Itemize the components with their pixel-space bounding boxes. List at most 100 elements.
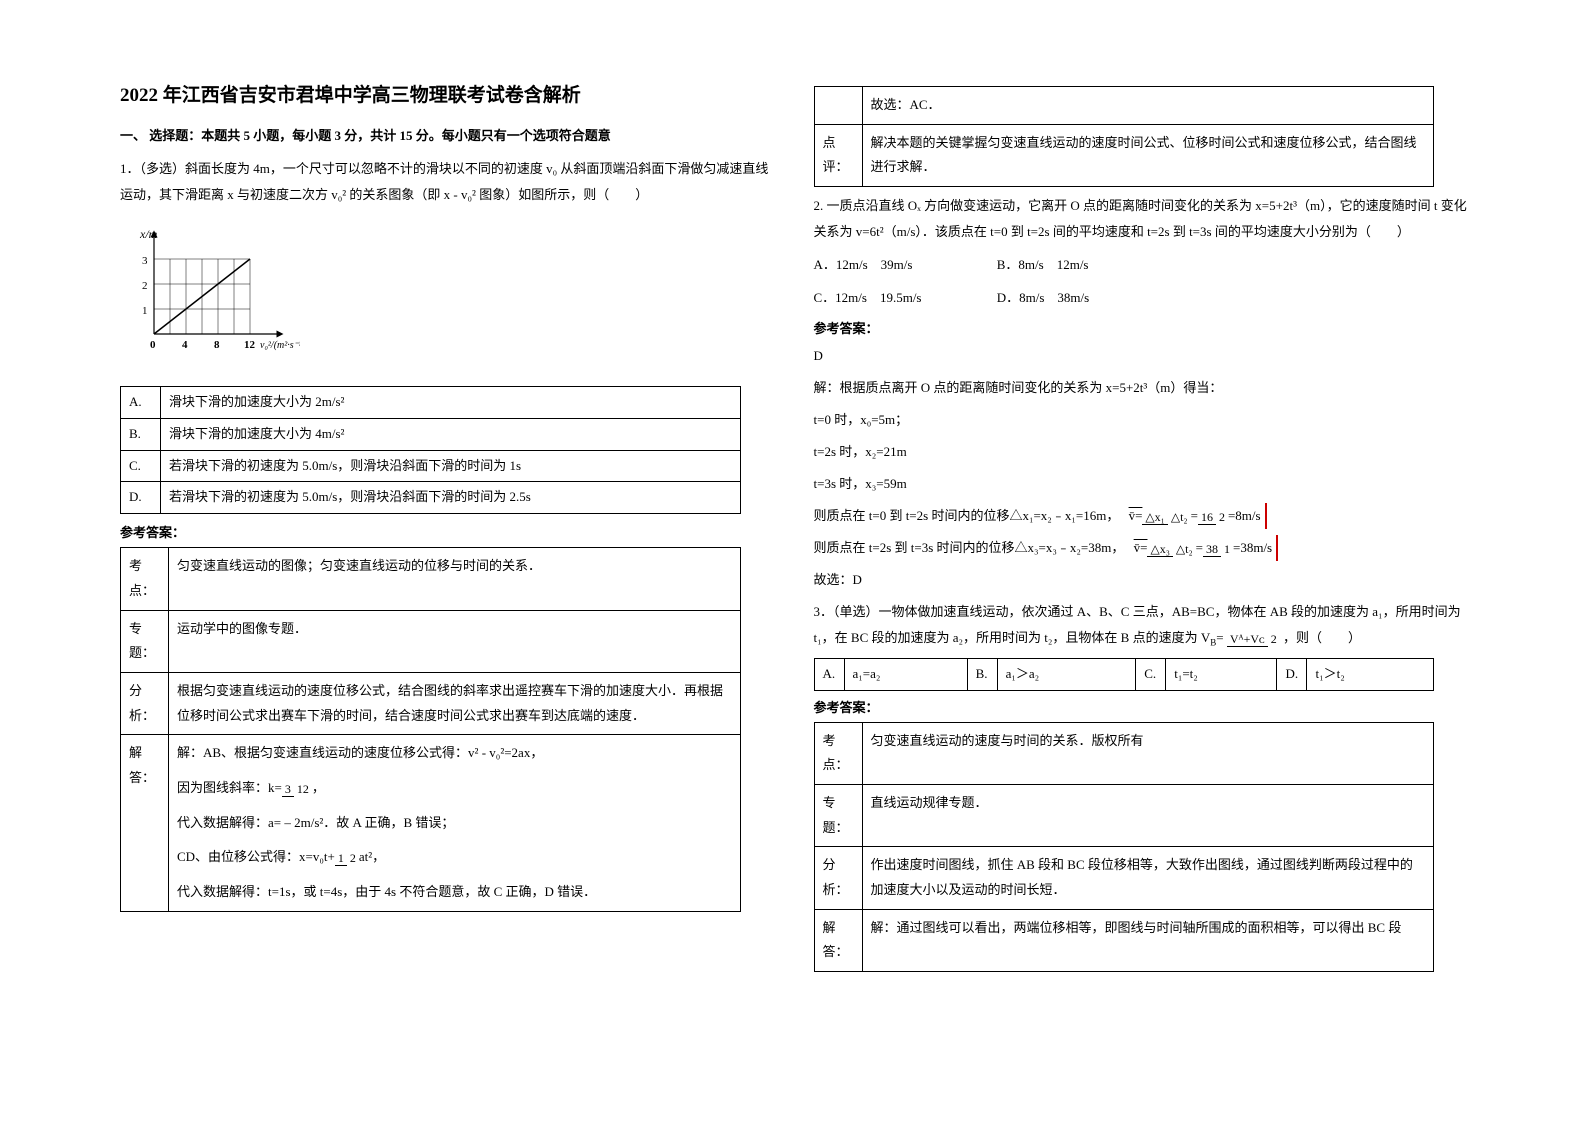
jieda-cell: 解：AB、根据匀变速直线运动的速度位移公式得：v² - v₀²=2ax， 因为图… [169, 735, 741, 911]
jieda-label: 解答： [814, 909, 862, 971]
svg-text:3: 3 [142, 255, 148, 267]
fraction: 381 [1203, 537, 1233, 561]
q2-answer: D [814, 343, 1468, 369]
zhuanti-text: 直线运动规律专题． [862, 785, 1434, 847]
fraction: 12 [335, 847, 359, 870]
fraction: △x₁△t₂ [1142, 505, 1190, 529]
opt-label: A. [814, 658, 844, 690]
frac-num: Vᴬ+Vᴄ [1227, 632, 1268, 647]
kaodian-text: 匀变速直线运动的速度与时间的关系．版权所有 [862, 722, 1434, 784]
opt-label: B. [967, 658, 997, 690]
svg-text:x/m: x/m [139, 227, 158, 241]
left-column: 2022 年江西省吉安市君埠中学高三物理联考试卷含解析 一、 选择题：本题共 5… [100, 80, 794, 1082]
fraction: 162 [1198, 505, 1228, 529]
jieda-text: CD、由位移公式得：x=v₀t+ [177, 849, 335, 864]
jieda-text: 因为图线斜率：k= [177, 780, 282, 795]
option-label: B. [121, 418, 161, 450]
svg-text:4: 4 [182, 339, 188, 351]
frac-den: 1 [1221, 542, 1233, 556]
fenxi-label: 分析： [814, 847, 862, 909]
fenxi-label: 分析： [121, 672, 169, 734]
svg-text:2: 2 [142, 280, 148, 292]
jieda-line: 代入数据解得：a= – 2m/s²．故 A 正确，B 错误； [177, 811, 732, 836]
opt-text: a₁＞a₂ [997, 658, 1136, 690]
option-text: 若滑块下滑的初速度为 5.0m/s，则滑块沿斜面下滑的时间为 1s [161, 450, 741, 482]
frac-num: △x₃ [1147, 542, 1172, 557]
svg-text:0: 0 [150, 339, 156, 351]
answer-header: 参考答案： [120, 522, 774, 541]
eq: = [1191, 508, 1198, 523]
frac-den: 12 [294, 782, 312, 796]
option-row: A. 滑块下滑的加速度大小为 2m/s² [121, 387, 741, 419]
opt-label: C. [1136, 658, 1166, 690]
q1-stem: 1．（多选）斜面长度为 4m，一个尺寸可以忽略不计的滑块以不同的初速度 v₀ 从… [120, 156, 774, 208]
formula-box: v̄=△x₃△t₂=381=38m/s [1134, 535, 1278, 561]
option-label: C. [121, 450, 161, 482]
q2-opt-c: C．12m/s 19.5m/s [814, 284, 994, 313]
fenxi-text: 作出速度时间图线，抓住 AB 段和 BC 段位移相等，大致作出图线，通过图线判断… [862, 847, 1434, 909]
zhuanti-text: 运动学中的图像专题． [169, 610, 741, 672]
q2-answer-header: 参考答案： [814, 318, 1468, 337]
q3-answer-header: 参考答案： [814, 697, 1468, 716]
option-row: D. 若滑块下滑的初速度为 5.0m/s，则滑块沿斜面下滑的时间为 2.5s [121, 482, 741, 514]
jieda-line: CD、由位移公式得：x=v₀t+12at²， [177, 845, 732, 870]
q2-stem: 2. 一质点沿直线 Oₓ 方向做变速运动，它离开 O 点的距离随时间变化的关系为… [814, 193, 1468, 245]
frac-den: △t₂ [1168, 510, 1191, 524]
zhuanti-label: 专题： [121, 610, 169, 672]
q1-chart: x/m 3 2 1 0 4 8 12 v₀²/(m²·s⁻²) [130, 224, 300, 364]
frac-num: 38 [1203, 542, 1221, 557]
dianping-text: 解决本题的关键掌握匀变速直线运动的速度时间公式、位移时间公式和速度位移公式，结合… [862, 124, 1434, 186]
q2-sol-line: t=2s 时，x₂=21m [814, 439, 1468, 465]
q1-analysis-table: 考点： 匀变速直线运动的图像；匀变速直线运动的位移与时间的关系． 专题： 运动学… [120, 547, 741, 912]
option-text: 滑块下滑的加速度大小为 4m/s² [161, 418, 741, 450]
svg-text:12: 12 [244, 339, 256, 351]
q2-guxuan: 故选：D [814, 567, 1468, 593]
q2-sol-line: 解：根据质点离开 O 点的距离随时间变化的关系为 x=5+2t³（m）得当： [814, 375, 1468, 401]
eq: = [1196, 540, 1203, 555]
fraction: Vᴬ+Vᴄ2 [1227, 627, 1280, 651]
q2-opt-b: B．8m/s 12m/s [997, 257, 1089, 272]
q3-options-table: A. a₁=a₂ B. a₁＞a₂ C. t₁=t₂ D. t₁＞t₂ [814, 658, 1435, 691]
opt-text: t₁=t₂ [1166, 658, 1277, 690]
q2-text: 则质点在 t=2s 到 t=3s 时间内的位移△x₃=x₃﹣x₂=38m， [814, 540, 1125, 555]
q1-options-table: A. 滑块下滑的加速度大小为 2m/s² B. 滑块下滑的加速度大小为 4m/s… [120, 386, 741, 514]
guxuan-text: 故选：AC． [862, 87, 1434, 125]
frac-den: 2 [1216, 510, 1228, 524]
jieda-line: 代入数据解得：t=1s，或 t=4s，由于 4s 不符合题意，故 C 正确，D … [177, 880, 732, 905]
frac-num: 16 [1198, 510, 1216, 525]
frac-num: 3 [282, 782, 294, 797]
svg-text:1: 1 [142, 305, 148, 317]
jieda-line: 因为图线斜率：k=312， [177, 776, 732, 801]
kaodian-label: 考点： [121, 548, 169, 610]
frac-den: △t₂ [1173, 542, 1196, 556]
eq: = [1216, 630, 1223, 645]
jieda-text: at²， [359, 849, 385, 864]
fraction: △x₃△t₂ [1147, 537, 1195, 561]
opt-label: D. [1277, 658, 1307, 690]
frac-num: 1 [335, 851, 347, 866]
option-text: 滑块下滑的加速度大小为 2m/s² [161, 387, 741, 419]
formula-box: v̄=△x₁△t₂=162=8m/s [1129, 503, 1267, 529]
result: =38m/s [1233, 540, 1272, 555]
svg-text:v₀²/(m²·s⁻²): v₀²/(m²·s⁻²) [260, 340, 300, 351]
option-label: A. [121, 387, 161, 419]
opt-text: a₁=a₂ [844, 658, 967, 690]
fraction: 312 [282, 778, 312, 801]
zhuanti-label: 专题： [814, 785, 862, 847]
kaodian-text: 匀变速直线运动的图像；匀变速直线运动的位移与时间的关系． [169, 548, 741, 610]
q3-text: 3．（单选）一物体做加速直线运动，依次通过 A、B、C 三点，AB=BC，物体在… [814, 604, 1461, 645]
right-column: 故选：AC． 点评： 解决本题的关键掌握匀变速直线运动的速度时间公式、位移时间公… [794, 80, 1488, 1082]
q2-opt-d: D．8m/s 38m/s [997, 290, 1089, 305]
vbar: v̄= [1134, 540, 1148, 555]
q3-text: ，则（ ） [1283, 630, 1361, 645]
option-text: 若滑块下滑的初速度为 5.0m/s，则滑块沿斜面下滑的时间为 2.5s [161, 482, 741, 514]
q2-opt-a: A．12m/s 39m/s [814, 251, 994, 280]
option-row: B. 滑块下滑的加速度大小为 4m/s² [121, 418, 741, 450]
svg-text:8: 8 [214, 339, 220, 351]
q2-sol-line6: 则质点在 t=2s 到 t=3s 时间内的位移△x₃=x₃﹣x₂=38m， v̄… [814, 535, 1468, 561]
jieda-text: 解：通过图线可以看出，两端位移相等，即图线与时间轴所围成的面积相等，可以得出 B… [862, 909, 1434, 971]
dianping-label: 点评： [814, 124, 862, 186]
jieda-line: 解：AB、根据匀变速直线运动的速度位移公式得：v² - v₀²=2ax， [177, 741, 732, 766]
exam-title: 2022 年江西省吉安市君埠中学高三物理联考试卷含解析 [120, 80, 774, 107]
q2-sol-line5: 则质点在 t=0 到 t=2s 时间内的位移△x₁=x₂﹣x₁=16m， v̄=… [814, 503, 1468, 529]
